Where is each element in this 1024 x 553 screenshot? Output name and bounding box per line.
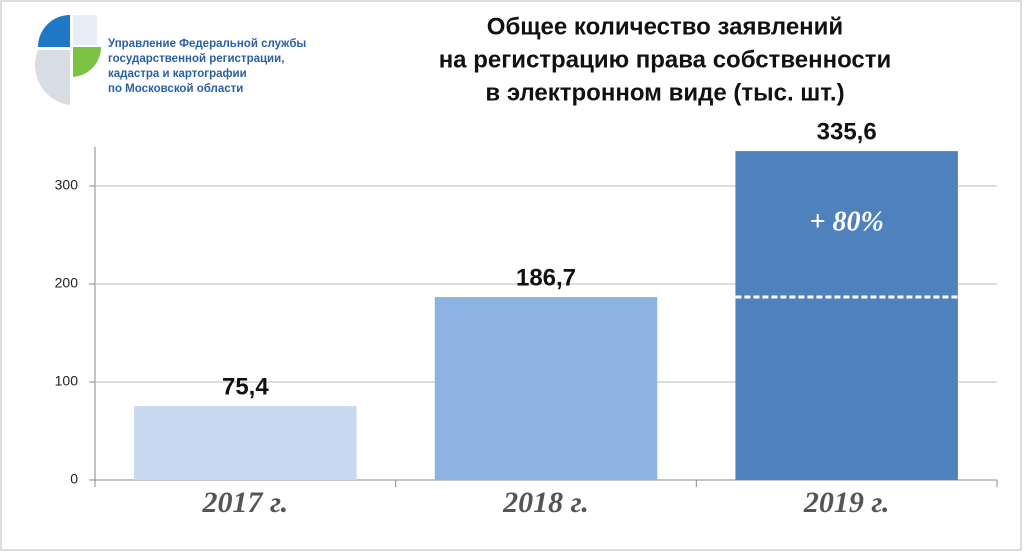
y-tick-label: 200 — [55, 275, 79, 291]
logo-text: государственной регистрации, — [108, 53, 284, 65]
x-tick-label: 2017 г. — [201, 486, 288, 519]
x-tick-label: 2019 г. — [803, 486, 890, 519]
x-tick-label: 2018 г. — [502, 486, 589, 519]
chart-title: в электронном виде (тыс. шт.) — [485, 79, 844, 106]
bar — [134, 406, 357, 480]
logo-text: Управление Федеральной службы — [108, 38, 306, 50]
bar — [735, 151, 958, 480]
chart-title: Общее количество заявлений — [487, 13, 843, 40]
annotation: + 80% — [810, 206, 884, 237]
value-label: 335,6 — [817, 118, 877, 145]
value-label: 186,7 — [516, 264, 576, 291]
logo-text: кадастра и картографии — [108, 68, 247, 80]
y-tick-label: 100 — [55, 373, 79, 389]
y-tick-label: 0 — [70, 471, 78, 487]
chart-title: на регистрацию права собственности — [439, 46, 892, 73]
y-tick-label: 300 — [55, 177, 79, 193]
bar — [434, 297, 658, 480]
value-label: 75,4 — [222, 373, 269, 400]
logo-text: по Московской области — [108, 83, 243, 95]
logo-mark — [34, 15, 102, 105]
